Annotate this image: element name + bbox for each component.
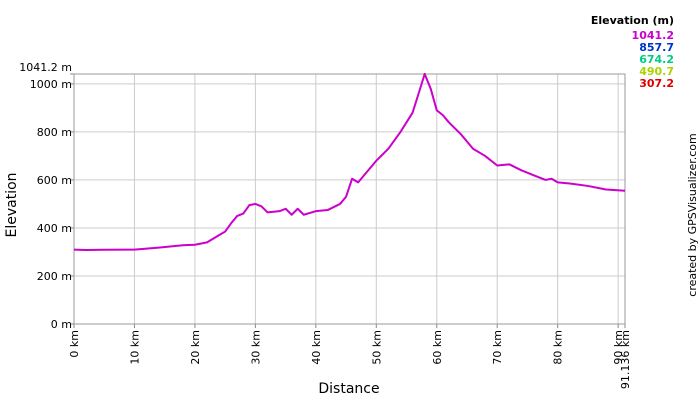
x-tick-label: 30 km	[249, 330, 262, 365]
x-tick-label: 60 km	[431, 330, 444, 365]
elevation-line	[73, 73, 626, 252]
legend-entry: 674.2	[639, 53, 674, 66]
y-tick-label: 400 m	[37, 222, 72, 235]
y-tick-label: 800 m	[37, 126, 72, 139]
x-tick-label: 91.136 km	[619, 330, 632, 389]
x-tick-label: 20 km	[189, 330, 202, 365]
x-tick-label: 0 km	[68, 330, 81, 358]
x-tick-label: 70 km	[491, 330, 504, 365]
x-tick-label: 90 km	[612, 330, 625, 365]
y-tick-label: 600 m	[37, 174, 72, 187]
legend-title: Elevation (m)	[591, 14, 674, 27]
legend-entry: 307.2	[639, 77, 674, 90]
legend-entry: 490.7	[639, 65, 674, 78]
y-tick-label: 0 m	[51, 318, 72, 331]
legend-entry: 1041.2	[632, 29, 674, 42]
x-tick-label: 10 km	[128, 330, 141, 365]
y-tick-label: 1000 m	[30, 78, 72, 91]
y-tick-label: 1041.2 m	[19, 61, 72, 74]
x-tick-label: 50 km	[370, 330, 383, 365]
x-tick-label: 40 km	[310, 330, 323, 365]
y-axis-title: Elevation	[4, 172, 20, 237]
plot-frame	[73, 73, 626, 325]
credit: created by GPSVisualizer.com	[686, 133, 699, 296]
x-axis-title: Distance	[318, 381, 379, 397]
y-tick-label: 200 m	[37, 270, 72, 283]
x-tick-label: 80 km	[552, 330, 565, 365]
legend-entry: 857.7	[639, 41, 674, 54]
